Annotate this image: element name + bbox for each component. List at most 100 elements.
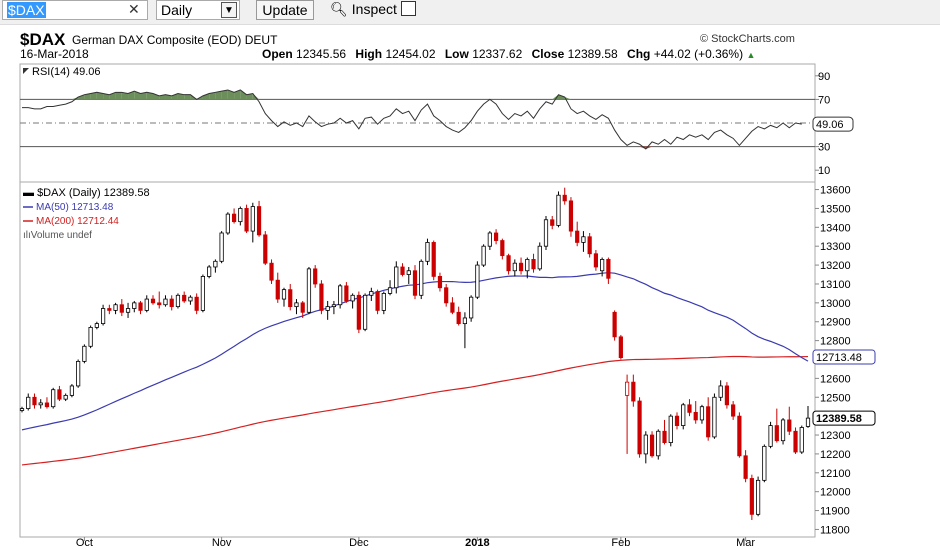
exchange-code: DEUT — [244, 33, 278, 47]
candle-body — [506, 255, 511, 272]
candle-body — [231, 213, 237, 223]
close-label: Close — [531, 47, 565, 61]
rsi-overbought-fill — [240, 89, 247, 100]
candle-body — [456, 311, 461, 325]
candle-body — [481, 245, 486, 266]
candle-body — [749, 478, 754, 515]
ohlc-summary: Open 12345.56 High 12454.02 Low 12337.62… — [262, 47, 755, 61]
candle-body — [444, 287, 449, 304]
inspect-checkbox[interactable] — [400, 1, 416, 16]
chg-value: +44.02 (+0.36%) — [653, 47, 744, 61]
candle-body — [543, 219, 549, 247]
candle-body — [369, 291, 374, 296]
candle-body — [787, 419, 792, 432]
inspect-toggle[interactable]: 🔍︎ Inspect — [330, 1, 416, 18]
price-tick-label: 12300 — [820, 430, 851, 442]
ma50-value-label: 12713.48 — [816, 352, 862, 364]
candle-body — [419, 260, 424, 296]
toolbar: $DAX ✕ Daily ▼ Update 🔍︎ Inspect — [0, 0, 940, 25]
candle-body — [263, 234, 268, 264]
rsi-overbought-fill — [234, 89, 241, 100]
candle-body — [244, 208, 249, 232]
clear-icon[interactable]: ✕ — [128, 1, 140, 17]
candle-body — [100, 308, 106, 325]
rsi-value-label: 49.06 — [816, 119, 844, 131]
rsi-overbought-fill — [103, 93, 110, 100]
rsi-overbought-fill — [140, 92, 147, 100]
candle-body — [331, 304, 337, 308]
candle-body — [51, 389, 56, 408]
price-tick-label: 12100 — [820, 468, 851, 480]
candle-body — [649, 434, 655, 457]
candle-body — [762, 445, 767, 481]
chg-label: Chg — [627, 47, 651, 61]
candle-body — [256, 206, 262, 236]
price-tick-label: 11800 — [820, 524, 850, 536]
candle-body — [119, 304, 124, 313]
rsi-overbought-fill — [558, 94, 565, 100]
rsi-overbought-fill — [564, 97, 571, 100]
price-tick-label: 12200 — [820, 449, 851, 461]
candle-body — [113, 304, 118, 311]
candle-body — [175, 294, 181, 308]
symbol-input[interactable]: $DAX — [2, 0, 148, 20]
candle-body — [662, 430, 667, 443]
candle-body — [63, 394, 68, 400]
candle-body — [325, 306, 330, 311]
rsi-tick-label: 10 — [818, 165, 830, 177]
rsi-overbought-fill — [171, 93, 178, 100]
candle-body — [281, 289, 287, 300]
candle-body — [213, 260, 218, 268]
candle-body — [150, 298, 156, 304]
low-label: Low — [444, 47, 469, 61]
symbol-input-value: $DAX — [7, 2, 46, 18]
rsi-tick-label: 90 — [818, 71, 830, 83]
candle-body — [500, 240, 505, 257]
candle-body — [356, 294, 361, 330]
candle-body — [581, 236, 586, 243]
rsi-overbought-fill — [115, 92, 122, 100]
candle-body — [618, 336, 623, 359]
chevron-down-icon[interactable]: ▼ — [221, 2, 237, 18]
candle-body — [475, 264, 480, 298]
source-name: StockCharts.com — [711, 33, 795, 45]
candle-body — [350, 294, 355, 302]
x-tick-label: Mar — [736, 537, 755, 549]
price-tick-label: 13000 — [820, 298, 851, 310]
high-label: High — [355, 47, 383, 61]
candle-body — [319, 283, 324, 311]
candle-body — [338, 285, 343, 306]
price-panel: 13600 13500 13400 13300 13200 13100 13000 12900… — [19, 185, 876, 536]
open-label: Open — [262, 47, 293, 61]
rsi-overbought-fill — [246, 93, 253, 100]
price-tick-label: 12600 — [820, 373, 851, 385]
candle-body — [387, 287, 393, 294]
candle-body — [400, 266, 405, 275]
update-button[interactable]: Update — [256, 0, 314, 20]
period-select[interactable]: Daily ▼ — [156, 0, 240, 20]
inspect-label: Inspect — [351, 1, 397, 17]
candle-body — [163, 298, 168, 306]
rsi-legend-icon — [23, 68, 29, 74]
candle-body — [437, 276, 443, 289]
candle-body — [743, 455, 748, 479]
candle-body — [718, 385, 723, 398]
price-tick-label: 11900 — [820, 506, 850, 518]
rsi-overbought-fill — [177, 93, 185, 100]
candle-body — [512, 262, 517, 272]
candle-body — [76, 360, 81, 387]
candle-body — [19, 408, 25, 411]
low-value: 12337.62 — [472, 47, 523, 61]
candle-body — [406, 270, 411, 275]
candle-body — [637, 400, 642, 455]
candle-body — [238, 208, 243, 223]
candle-body — [699, 406, 705, 421]
price-legend: ▬ $DAX (Daily) 12389.58 MA(50) 12713.48 … — [23, 187, 150, 241]
candle-body — [493, 232, 499, 241]
candle-body — [737, 415, 742, 457]
price-tick-label: 13200 — [820, 260, 851, 272]
price-panel-frame — [19, 181, 816, 538]
search-icon: 🔍︎ — [330, 1, 348, 17]
price-tick-label: 12900 — [820, 317, 851, 329]
close-value: 12389.58 — [567, 47, 618, 61]
